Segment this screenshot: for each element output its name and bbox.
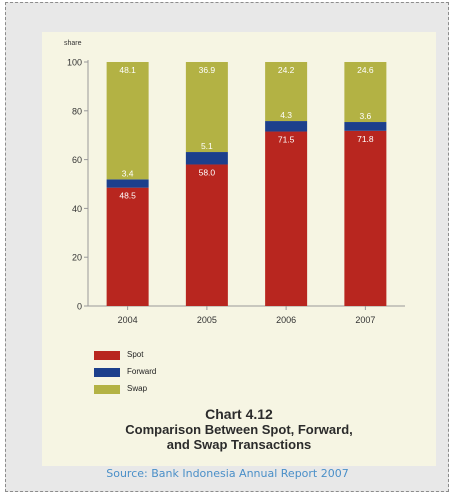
bar-segment-forward bbox=[265, 121, 307, 131]
data-label-spot: 71.5 bbox=[278, 135, 295, 145]
data-label-forward: 3.4 bbox=[122, 168, 134, 178]
bar-segment-swap bbox=[107, 62, 149, 179]
bar-segment-swap bbox=[186, 62, 228, 152]
data-label-spot: 58.0 bbox=[199, 167, 216, 177]
y-tick-label: 100 bbox=[67, 58, 82, 68]
caption-line-2: and Swap Transactions bbox=[42, 437, 436, 452]
x-tick-label: 2007 bbox=[355, 315, 375, 325]
bar-segment-forward bbox=[344, 122, 386, 131]
bar-segment-forward bbox=[186, 152, 228, 164]
legend-label-forward: Forward bbox=[127, 367, 156, 376]
data-label-swap: 48.1 bbox=[119, 65, 136, 75]
data-label-swap: 24.2 bbox=[278, 65, 295, 75]
y-tick-label: 80 bbox=[72, 106, 82, 116]
x-tick-label: 2005 bbox=[197, 315, 217, 325]
data-label-swap: 36.9 bbox=[199, 65, 216, 75]
data-label-forward: 3.6 bbox=[359, 111, 371, 121]
source-note: Source: Bank Indonesia Annual Report 200… bbox=[0, 467, 455, 480]
data-label-forward: 5.1 bbox=[201, 141, 213, 151]
legend-label-swap: Swap bbox=[127, 384, 147, 393]
data-label-spot: 71.8 bbox=[357, 134, 374, 144]
caption-number: Chart 4.12 bbox=[42, 406, 436, 422]
data-label-spot: 48.5 bbox=[119, 191, 136, 201]
chart-caption: Chart 4.12 Comparison Between Spot, Forw… bbox=[42, 406, 436, 452]
legend-label-spot: Spot bbox=[127, 350, 143, 359]
data-label-swap: 24.6 bbox=[357, 65, 374, 75]
x-tick-label: 2006 bbox=[276, 315, 296, 325]
data-label-forward: 4.3 bbox=[280, 110, 292, 120]
bar-segment-forward bbox=[107, 179, 149, 187]
bar-segment-spot bbox=[107, 188, 149, 306]
legend-swatch-swap bbox=[94, 385, 120, 394]
y-tick-label: 0 bbox=[77, 302, 82, 312]
bar-segment-spot bbox=[186, 164, 228, 306]
caption-line-1: Comparison Between Spot, Forward, bbox=[42, 422, 436, 437]
y-tick-label: 20 bbox=[72, 253, 82, 263]
legend-swatch-spot bbox=[94, 351, 120, 360]
y-axis-label: share bbox=[64, 40, 82, 47]
y-tick-label: 40 bbox=[72, 204, 82, 214]
y-tick-label: 60 bbox=[72, 155, 82, 165]
x-tick-label: 2004 bbox=[118, 315, 138, 325]
bar-segment-spot bbox=[344, 131, 386, 306]
bar-segment-spot bbox=[265, 132, 307, 306]
legend-swatch-forward bbox=[94, 368, 120, 377]
